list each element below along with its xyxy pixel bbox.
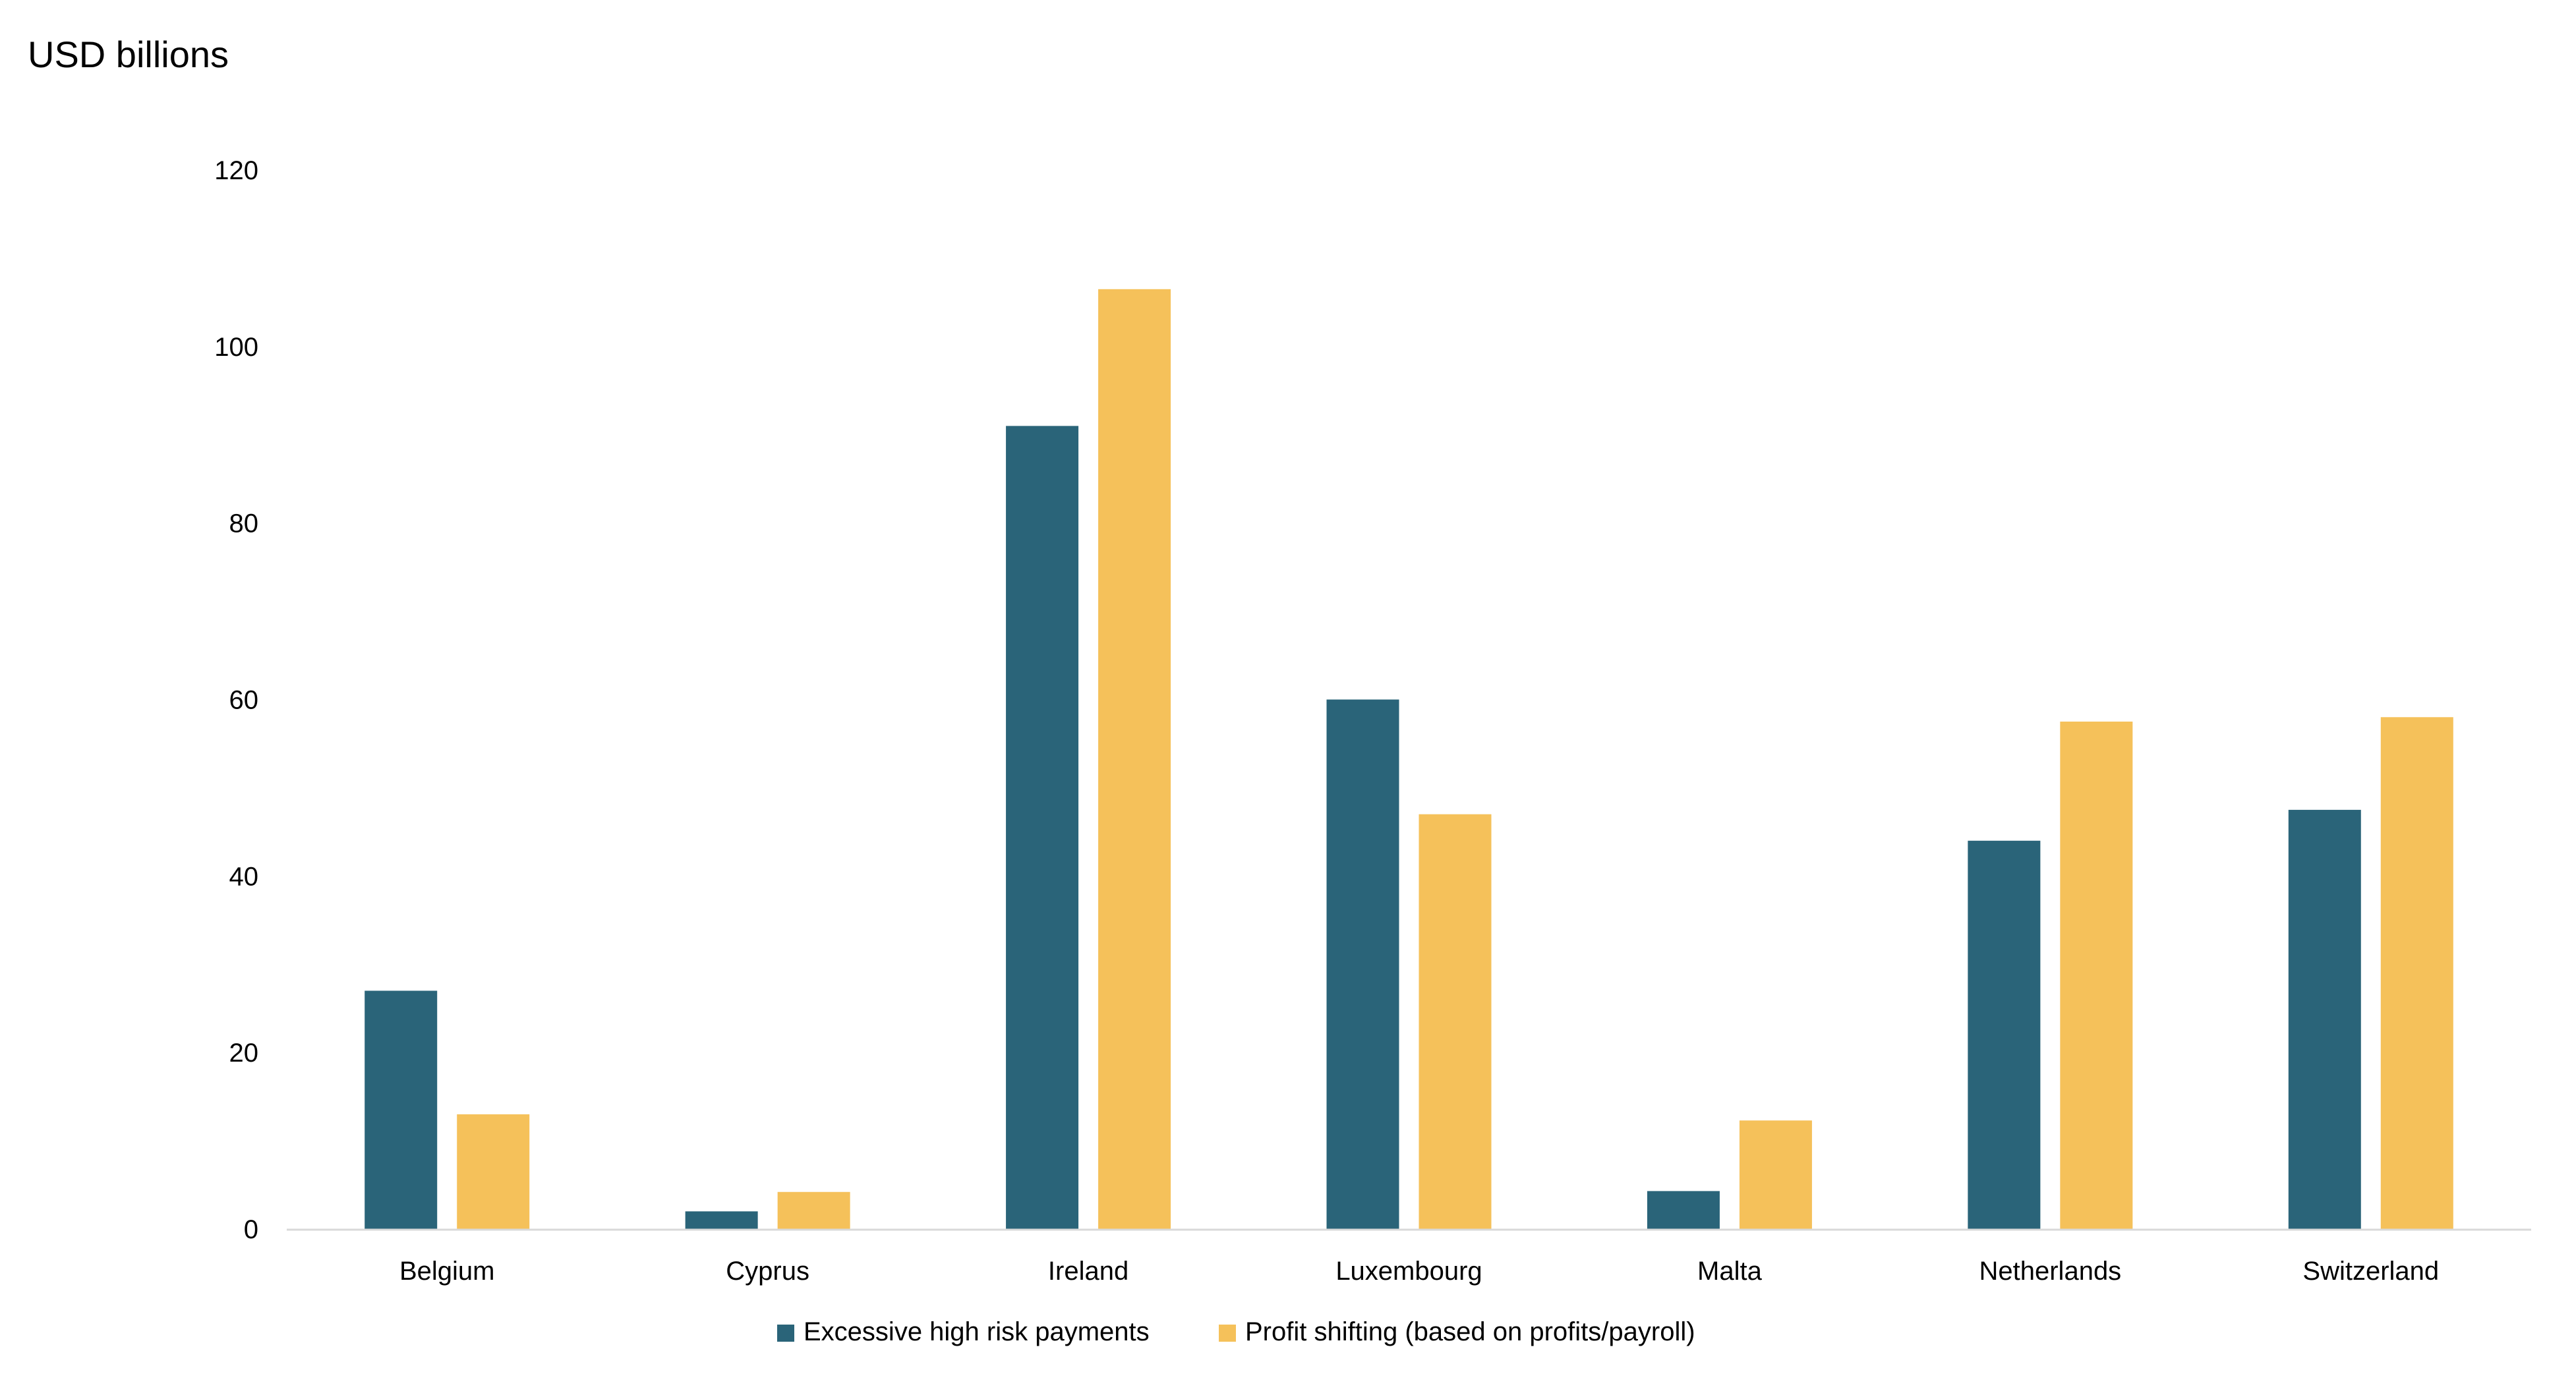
bar bbox=[365, 990, 438, 1229]
y-tick-label: 100 bbox=[214, 333, 258, 362]
x-tick-label: Belgium bbox=[399, 1257, 495, 1286]
y-axis-ticks: 0 20 40 60 80 100 120 bbox=[214, 156, 258, 1244]
bar bbox=[1006, 426, 1079, 1229]
bar bbox=[685, 1211, 758, 1229]
x-axis-ticks: Belgium Cyprus Ireland Luxembourg Malta Nethe… bbox=[399, 1257, 2439, 1286]
bar bbox=[2288, 809, 2361, 1229]
y-tick-label: 20 bbox=[229, 1039, 259, 1068]
x-tick-label: Ireland bbox=[1048, 1257, 1128, 1286]
bars bbox=[365, 289, 2453, 1230]
y-tick-label: 120 bbox=[214, 156, 258, 185]
bar bbox=[777, 1191, 850, 1229]
y-tick-label: 60 bbox=[229, 686, 259, 715]
legend-label: Profit shifting (based on profits/payrol… bbox=[1245, 1317, 1695, 1346]
legend-swatch bbox=[777, 1325, 794, 1342]
bar bbox=[1419, 814, 1492, 1229]
bar bbox=[2060, 721, 2133, 1229]
bar bbox=[2380, 717, 2453, 1229]
legend: Excessive high risk payments Profit shift… bbox=[777, 1317, 1695, 1346]
x-tick-label: Cyprus bbox=[726, 1257, 809, 1286]
legend-label: Excessive high risk payments bbox=[804, 1317, 1150, 1346]
y-tick-label: 80 bbox=[229, 509, 259, 538]
bar bbox=[1968, 840, 2041, 1229]
x-tick-label: Luxembourg bbox=[1335, 1257, 1482, 1286]
bar bbox=[1326, 699, 1399, 1229]
bar bbox=[1098, 289, 1171, 1230]
x-tick-label: Malta bbox=[1697, 1257, 1763, 1286]
legend-swatch bbox=[1219, 1325, 1236, 1342]
x-tick-label: Switzerland bbox=[2302, 1257, 2439, 1286]
bar bbox=[457, 1114, 530, 1229]
y-tick-label: 40 bbox=[229, 862, 259, 891]
bar bbox=[1739, 1120, 1812, 1229]
x-tick-label: Netherlands bbox=[1979, 1257, 2122, 1286]
bar bbox=[1647, 1191, 1720, 1229]
y-axis-label: USD billions bbox=[28, 34, 229, 75]
y-tick-label: 0 bbox=[244, 1215, 258, 1244]
